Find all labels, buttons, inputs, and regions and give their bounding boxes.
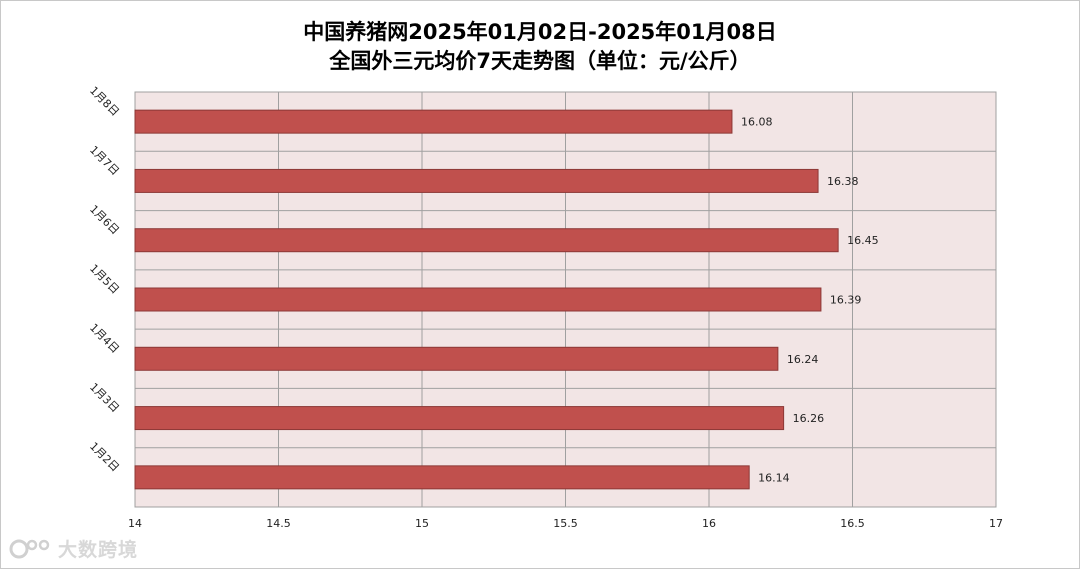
x-tick-label: 14.5 [266, 517, 291, 530]
x-tick-label: 16.5 [840, 517, 865, 530]
category-label: 1月4日 [87, 321, 122, 356]
x-tick-label: 17 [989, 517, 1003, 530]
x-tick-label: 16 [702, 517, 716, 530]
value-label: 16.08 [741, 116, 773, 129]
bar [134, 168, 819, 193]
value-label: 16.45 [847, 234, 879, 247]
category-label: 1月8日 [87, 84, 122, 119]
x-tick-label: 15 [415, 517, 429, 530]
value-label: 16.14 [758, 471, 790, 484]
chart-title: 中国养猪网2025年01月02日-2025年01月08日 全国外三元均价7天走势… [0, 18, 1080, 76]
category-label: 1月6日 [87, 203, 122, 238]
value-label: 16.38 [827, 175, 859, 188]
category-label: 1月2日 [87, 440, 122, 475]
chart-title-line2: 全国外三元均价7天走势图（单位：元/公斤） [329, 49, 751, 73]
value-label: 16.39 [830, 294, 862, 307]
x-tick-label: 14 [128, 517, 142, 530]
bar [134, 465, 750, 490]
value-label: 16.26 [793, 412, 825, 425]
watermark-logo-icon [8, 536, 54, 562]
value-label: 16.24 [787, 353, 819, 366]
bar [134, 228, 839, 253]
chart-title-line1: 中国养猪网2025年01月02日-2025年01月08日 [303, 20, 777, 44]
category-label: 1月7日 [87, 143, 122, 178]
bar [134, 346, 779, 371]
bar [134, 406, 785, 431]
category-label: 1月5日 [87, 262, 122, 297]
category-label: 1月3日 [87, 380, 122, 415]
watermark: 大数跨境 [8, 535, 138, 562]
bar [134, 287, 822, 312]
bar [134, 109, 733, 134]
x-tick-label: 15.5 [553, 517, 578, 530]
watermark-text: 大数跨境 [58, 539, 139, 561]
